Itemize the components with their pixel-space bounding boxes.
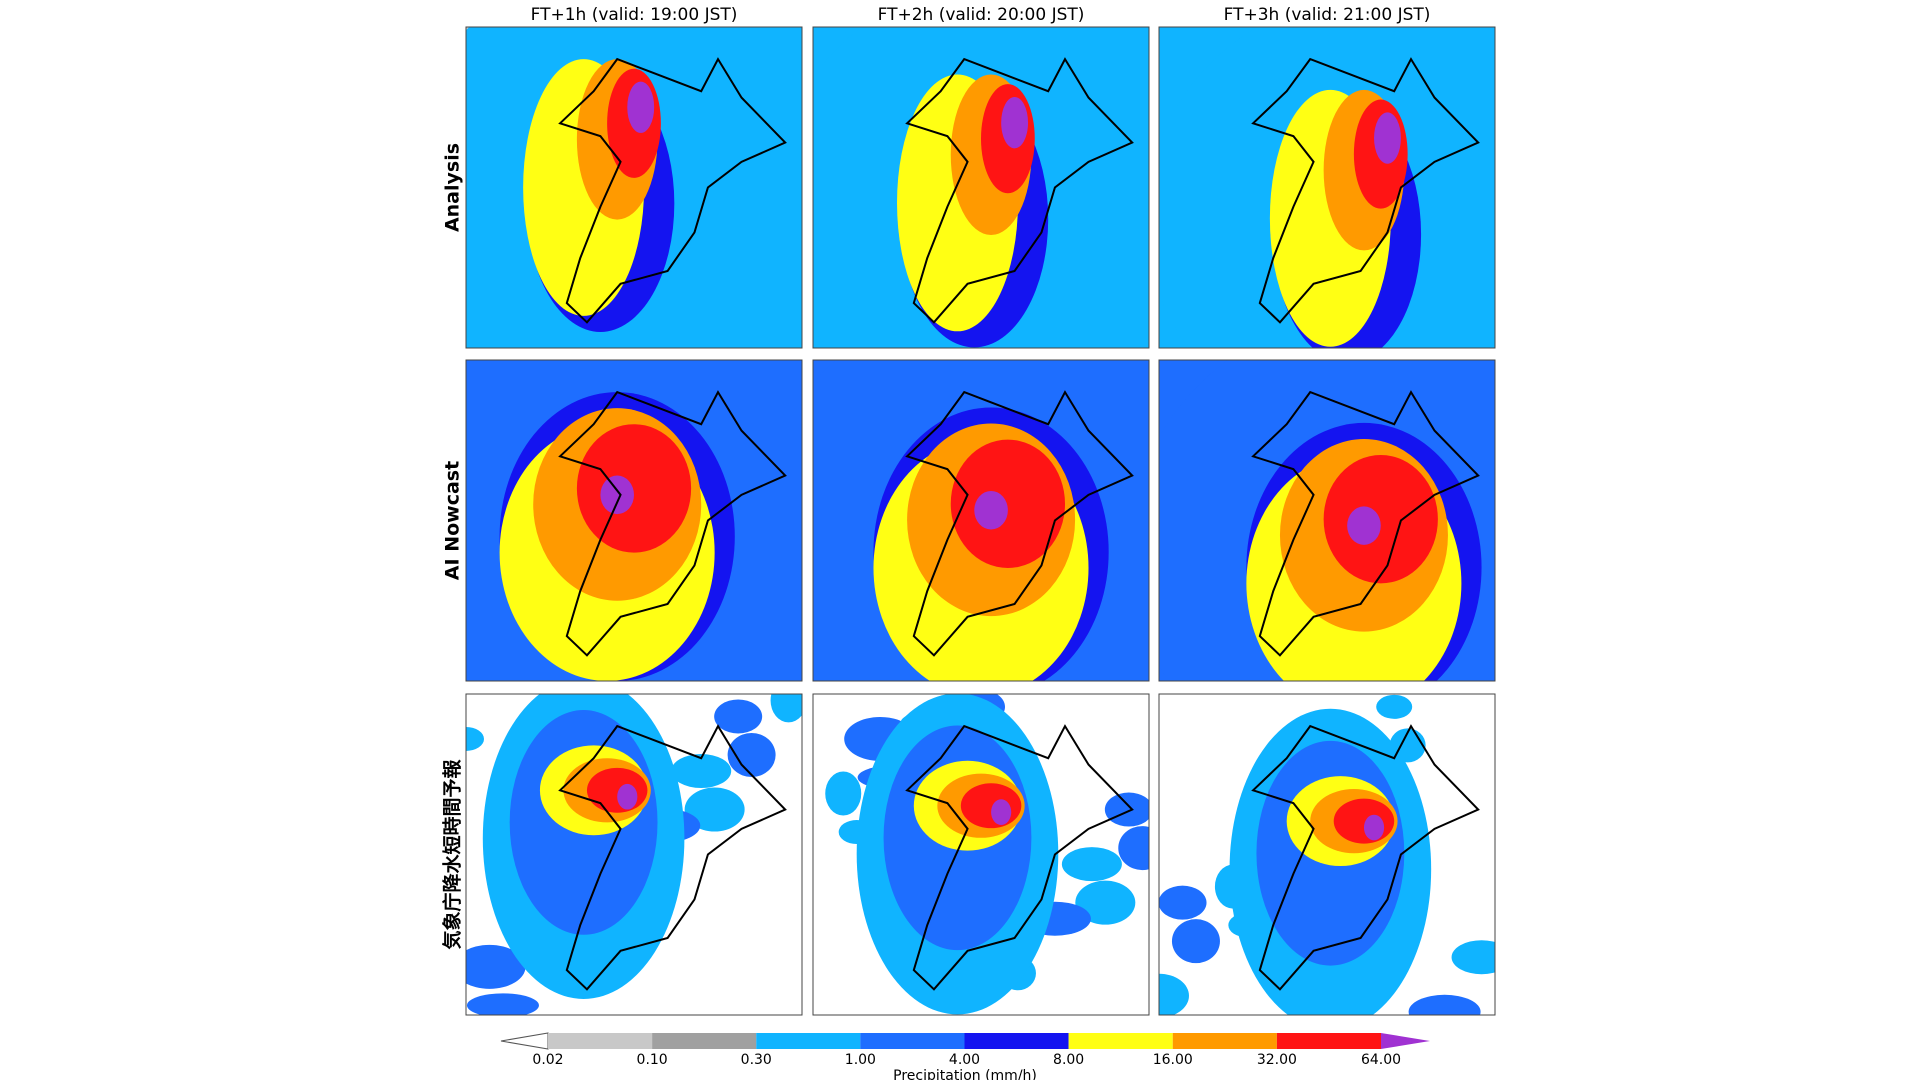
coastline <box>1251 724 1480 991</box>
panel-frame <box>812 693 1150 1016</box>
colorbar-segment <box>860 1033 965 1049</box>
coastline <box>558 724 787 991</box>
panel-frame <box>1158 26 1496 349</box>
rain-area <box>1001 96 1029 149</box>
panel-frame <box>465 693 803 1016</box>
rain-area <box>617 783 638 810</box>
rain-patch <box>1159 885 1207 920</box>
rain-patch <box>684 787 745 832</box>
coastline <box>1251 57 1480 324</box>
coastline <box>558 390 787 657</box>
colorbar-segment <box>548 1033 653 1049</box>
coastline <box>1251 390 1480 657</box>
rain-area <box>627 81 655 133</box>
colorbar-segment <box>1172 1033 1277 1049</box>
rain-area <box>974 490 1008 530</box>
rain-patch <box>466 993 539 1015</box>
panel-frame <box>812 359 1150 682</box>
rain-area <box>1347 506 1381 545</box>
rain-patch <box>714 699 763 734</box>
map-panel <box>1159 694 1495 1015</box>
rain-area <box>991 799 1012 825</box>
rain-area <box>1363 814 1385 841</box>
map-panel <box>466 694 802 1015</box>
colorbar-tick-label: 8.00 <box>1053 1052 1084 1068</box>
row-label: 気象庁降水短時間予報 <box>441 759 464 950</box>
map-panel <box>813 360 1149 681</box>
rain-area <box>1323 455 1438 584</box>
colorbar-tick-label: 32.00 <box>1257 1052 1297 1068</box>
rain-area <box>576 424 692 553</box>
rain-patch <box>1408 994 1481 1015</box>
rain-patch <box>1171 919 1220 964</box>
colorbar-high <box>1381 1033 1430 1049</box>
colorbar-tick-label: 4.00 <box>949 1052 980 1068</box>
map-panel <box>466 27 802 348</box>
map-panel <box>813 694 1149 1015</box>
colorbar-low <box>500 1032 549 1050</box>
column-title: FT+2h (valid: 20:00 JST) <box>878 5 1085 25</box>
column-title: FT+3h (valid: 21:00 JST) <box>1224 5 1431 25</box>
colorbar-tick-label: 0.02 <box>532 1052 563 1068</box>
row-label: Analysis <box>442 143 464 232</box>
coastline <box>905 724 1134 991</box>
colorbar-segment <box>964 1033 1069 1049</box>
rain-area <box>960 783 1022 829</box>
rain-patch <box>671 754 732 789</box>
rain-patch <box>770 694 802 723</box>
rain-area <box>950 439 1065 569</box>
colorbar-tick-label: 16.00 <box>1153 1052 1193 1068</box>
colorbar-tick-label: 64.00 <box>1361 1052 1401 1068</box>
rain-patch <box>825 771 862 816</box>
colorbar-segment <box>1068 1033 1173 1049</box>
colorbar-segment <box>756 1033 861 1049</box>
coastline <box>905 390 1134 657</box>
colorbar-tick-label: 0.10 <box>637 1052 668 1068</box>
column-title: FT+1h (valid: 19:00 JST) <box>531 5 738 25</box>
rain-patch <box>1159 973 1189 1015</box>
map-panel <box>466 360 802 681</box>
map-panel <box>813 27 1149 348</box>
colorbar-label: Precipitation (mm/h) <box>893 1068 1037 1080</box>
map-panel <box>1159 360 1495 681</box>
rain-patch <box>1376 694 1413 719</box>
rain-patch <box>1075 880 1136 925</box>
colorbar-tick-label: 0.30 <box>741 1052 772 1068</box>
rain-area <box>1374 112 1401 164</box>
panel-frame <box>1158 693 1496 1016</box>
rain-patch <box>466 944 526 989</box>
colorbar-segment <box>1276 1033 1381 1049</box>
panel-frame <box>465 359 803 682</box>
panel-frame <box>465 26 803 349</box>
rain-patch <box>466 726 484 751</box>
rain-area <box>586 767 648 813</box>
row-label: AI Nowcast <box>442 461 464 580</box>
rain-area <box>1333 798 1395 844</box>
panel-frame <box>812 26 1150 349</box>
colorbar-segment <box>652 1033 757 1049</box>
rain-area <box>600 475 634 515</box>
rain-patch <box>1061 847 1122 882</box>
panel-frame <box>1158 359 1496 682</box>
coastline <box>905 57 1134 324</box>
colorbar-tick-label: 1.00 <box>845 1052 876 1068</box>
rain-patch <box>1118 826 1149 871</box>
map-panel <box>1159 27 1495 348</box>
rain-patch <box>1451 940 1495 975</box>
rain-patch <box>727 732 776 777</box>
coastline <box>558 57 787 324</box>
rain-patch <box>1104 792 1149 827</box>
